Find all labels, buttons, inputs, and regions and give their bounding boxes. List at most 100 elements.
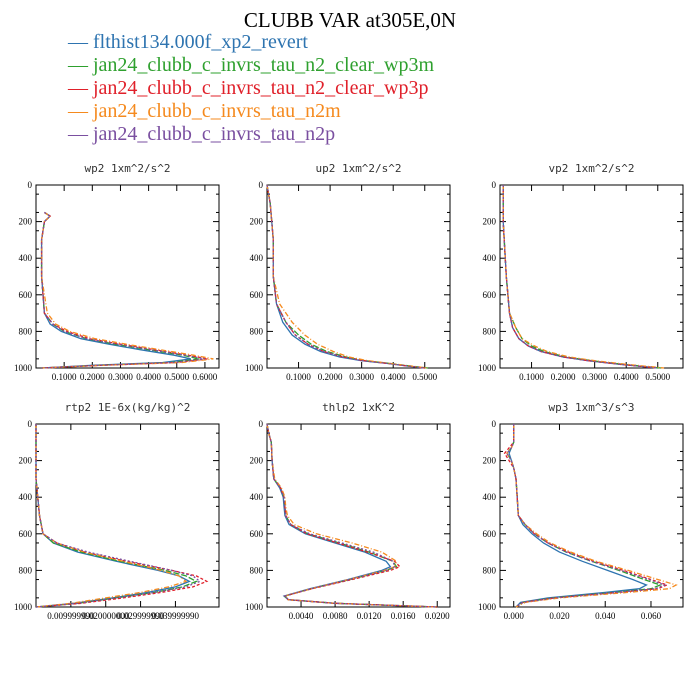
legend-item: — jan24_clubb_c_invrs_tau_n2_clear_wp3p xyxy=(68,77,429,99)
y-tick-label: 600 xyxy=(19,290,33,300)
x-tick-label: 0.4000 xyxy=(381,372,406,382)
series-line xyxy=(35,424,202,608)
y-tick-label: 0 xyxy=(492,419,497,429)
series-line xyxy=(35,424,209,608)
y-tick-label: 1000 xyxy=(245,602,264,612)
plot-frame xyxy=(499,423,684,608)
y-tick-label: 0 xyxy=(492,180,497,190)
subplot-title: up2 1xm^2/s^2 xyxy=(315,162,401,175)
plot-frame xyxy=(499,184,684,369)
legend-item: — jan24_clubb_c_invrs_tau_n2_clear_wp3m xyxy=(68,54,435,76)
x-tick-label: 0.5000 xyxy=(412,372,437,382)
y-tick-label: 600 xyxy=(250,290,264,300)
x-tick-label: 0.0200 xyxy=(425,611,450,621)
y-tick-label: 0 xyxy=(28,180,33,190)
subplot-title: wp2 1xm^2/s^2 xyxy=(84,162,170,175)
y-tick-label: 1000 xyxy=(478,363,497,373)
subplot: vp2 1xm^2/s^2 0 200 400 600 800 1000 0.1000 0.20… xyxy=(478,162,684,382)
x-tick-label: 0.0080 xyxy=(323,611,348,621)
plot-frame xyxy=(266,184,451,369)
y-tick-label: 1000 xyxy=(245,363,264,373)
series-line xyxy=(266,423,438,608)
y-tick-label: 800 xyxy=(250,326,264,336)
legend-item: — flthist134.000f_xp2_revert xyxy=(68,31,308,53)
y-tick-label: 400 xyxy=(250,492,264,502)
x-tick-label: 0.0120 xyxy=(357,611,382,621)
x-tick-label: 0.029999990 xyxy=(117,611,165,621)
x-tick-label: 0.1000 xyxy=(52,372,77,382)
subplot: up2 1xm^2/s^2 0 200 400 600 800 1000 0.1000 0.20… xyxy=(245,162,451,382)
chart-title: CLUBB VAR at305E,0N xyxy=(243,8,457,32)
series-line xyxy=(266,184,425,369)
subplot-title: wp3 1xm^3/s^3 xyxy=(548,401,634,414)
y-tick-label: 400 xyxy=(250,253,264,263)
x-tick-label: 0.0040 xyxy=(289,611,314,621)
y-tick-label: 200 xyxy=(19,456,33,466)
x-tick-label: 0.2000 xyxy=(80,372,105,382)
subplot-title: thlp2 1xK^2 xyxy=(322,401,395,414)
y-tick-label: 600 xyxy=(250,529,264,539)
y-tick-label: 600 xyxy=(19,529,33,539)
series-line xyxy=(266,184,425,369)
subplot: rtp2 1E-6x(kg/kg)^2 0 200 400 600 800 1000 0.00… xyxy=(14,401,220,621)
x-tick-label: 0.000 xyxy=(504,611,525,621)
y-tick-label: 0 xyxy=(259,180,264,190)
y-tick-label: 800 xyxy=(483,326,497,336)
series-line xyxy=(502,185,658,369)
x-tick-label: 0.4000 xyxy=(136,372,161,382)
subplot-title: rtp2 1E-6x(kg/kg)^2 xyxy=(65,401,191,414)
x-tick-label: 0.039999990 xyxy=(152,611,200,621)
x-tick-label: 0.3000 xyxy=(582,372,607,382)
series-line xyxy=(266,184,425,369)
y-tick-label: 800 xyxy=(483,565,497,575)
y-tick-label: 800 xyxy=(250,565,264,575)
series-line xyxy=(40,211,214,369)
x-tick-label: 0.2000 xyxy=(318,372,343,382)
series-line xyxy=(508,424,648,608)
y-tick-label: 800 xyxy=(19,326,33,336)
plot-frame xyxy=(266,423,451,608)
legend-item: — jan24_clubb_c_invrs_tau_n2m xyxy=(68,100,341,122)
x-tick-label: 0.5000 xyxy=(164,372,189,382)
y-tick-label: 200 xyxy=(483,456,497,466)
series-line xyxy=(35,424,188,608)
x-tick-label: 0.009999990 xyxy=(47,611,95,621)
x-tick-label: 0.6000 xyxy=(193,372,218,382)
series-line xyxy=(35,424,191,608)
y-tick-label: 200 xyxy=(483,217,497,227)
series-line xyxy=(40,211,208,369)
x-tick-label: 0.0160 xyxy=(391,611,416,621)
y-tick-label: 400 xyxy=(483,492,497,502)
subplot-title: vp2 1xm^2/s^2 xyxy=(548,162,634,175)
y-tick-label: 600 xyxy=(483,290,497,300)
legend: — flthist134.000f_xp2_revert — jan24_clu… xyxy=(68,31,434,146)
x-tick-label: 0.1000 xyxy=(286,372,311,382)
plot-frame xyxy=(35,423,220,608)
series-line xyxy=(506,424,667,608)
y-tick-label: 1000 xyxy=(14,363,33,373)
x-tick-label: 0.020 xyxy=(549,611,570,621)
x-tick-label: 0.5000 xyxy=(645,372,670,382)
y-tick-label: 0 xyxy=(28,419,33,429)
x-tick-label: 0.2000 xyxy=(551,372,576,382)
x-tick-label: 0.4000 xyxy=(614,372,639,382)
y-tick-label: 1000 xyxy=(478,602,497,612)
y-tick-label: 200 xyxy=(19,217,33,227)
y-tick-label: 0 xyxy=(259,419,264,429)
legend-item: — jan24_clubb_c_invrs_tau_n2p xyxy=(68,123,336,145)
plot-frame xyxy=(35,184,220,369)
subplot: thlp2 1xK^2 0 200 400 600 800 1000 0.0040 0.0080… xyxy=(245,401,451,621)
y-tick-label: 800 xyxy=(19,565,33,575)
series-line xyxy=(502,185,661,369)
series-line xyxy=(40,211,206,369)
y-tick-label: 200 xyxy=(250,456,264,466)
subplot: wp3 1xm^3/s^3 0 200 400 600 800 1000 0.000 0.020… xyxy=(478,401,684,621)
x-tick-label: 0.1000 xyxy=(519,372,544,382)
series-line xyxy=(502,185,665,369)
series-line xyxy=(506,424,662,608)
x-tick-label: 0.020000000 xyxy=(82,611,130,621)
y-tick-label: 400 xyxy=(19,253,33,263)
y-tick-label: 400 xyxy=(19,492,33,502)
series-line xyxy=(35,424,198,608)
